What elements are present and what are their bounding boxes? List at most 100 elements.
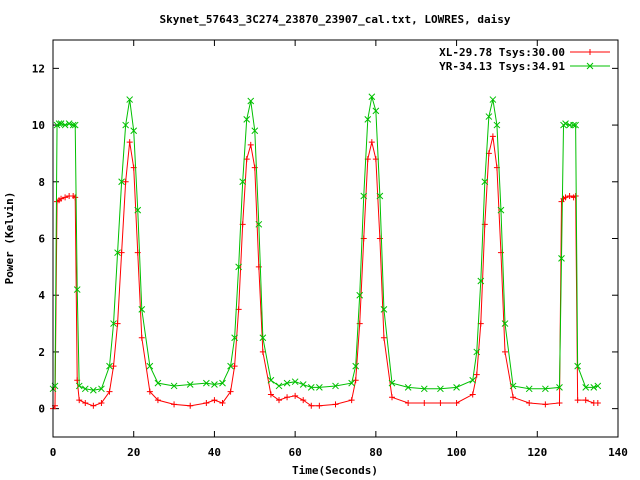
data-point-xl bbox=[219, 399, 226, 406]
data-point-xl bbox=[566, 192, 573, 199]
data-point-yr bbox=[55, 120, 63, 128]
data-point-yr bbox=[489, 96, 497, 103]
data-point-yr bbox=[154, 379, 162, 387]
x-tick-label: 80 bbox=[369, 446, 382, 459]
y-tick-label: 12 bbox=[32, 62, 45, 75]
data-point-yr bbox=[186, 381, 194, 388]
tick-layer: 0 20 40 60 80 100 120 140 0 2 4 6 8 10 12 bbox=[32, 40, 628, 459]
data-point-xl bbox=[469, 391, 476, 398]
data-point-xl bbox=[154, 397, 161, 404]
data-point-xl bbox=[300, 397, 307, 404]
legend-swatch-marker bbox=[586, 62, 594, 70]
x-tick-label: 20 bbox=[127, 446, 140, 459]
data-point-xl bbox=[316, 402, 323, 409]
x-tick-label: 100 bbox=[447, 446, 467, 459]
data-point-yr bbox=[130, 127, 138, 135]
data-point-yr bbox=[255, 220, 263, 228]
data-point-xl bbox=[76, 397, 83, 404]
data-point-yr bbox=[388, 379, 396, 387]
data-point-yr bbox=[570, 121, 577, 129]
data-point-yr bbox=[574, 362, 581, 370]
series-xl bbox=[50, 133, 601, 412]
series-line-yr bbox=[52, 96, 598, 391]
data-point-yr bbox=[247, 97, 255, 105]
data-point-yr bbox=[307, 384, 315, 391]
data-point-yr bbox=[134, 206, 142, 214]
data-point-yr bbox=[114, 249, 121, 257]
data-point-yr bbox=[81, 385, 89, 393]
y-tick-label: 10 bbox=[32, 119, 45, 132]
x-axis-label: Time(Seconds) bbox=[292, 464, 378, 477]
data-point-xl bbox=[243, 156, 250, 163]
data-point-yr bbox=[525, 385, 533, 393]
data-point-yr bbox=[477, 277, 485, 285]
data-point-xl bbox=[62, 194, 69, 201]
data-point-yr bbox=[203, 379, 210, 387]
data-point-yr bbox=[239, 178, 247, 186]
data-point-xl bbox=[594, 399, 601, 406]
y-tick-label: 6 bbox=[38, 233, 45, 246]
data-point-yr bbox=[348, 379, 355, 387]
data-point-xl bbox=[82, 399, 89, 406]
data-point-yr bbox=[376, 192, 384, 200]
data-point-yr bbox=[259, 334, 267, 342]
data-point-xl bbox=[556, 399, 563, 406]
data-point-yr bbox=[283, 379, 291, 387]
legend-label: YR-34.13 Tsys:34.91 bbox=[439, 60, 565, 73]
data-point-yr bbox=[71, 121, 79, 129]
data-point-xl bbox=[562, 194, 569, 201]
data-point-yr bbox=[231, 334, 238, 342]
y-tick-label: 8 bbox=[38, 176, 45, 189]
data-point-xl bbox=[126, 139, 133, 146]
data-point-xl bbox=[276, 397, 282, 404]
legend-label: XL-29.78 Tsys:30.00 bbox=[439, 46, 565, 59]
x-tick-label: 40 bbox=[208, 446, 221, 459]
data-point-yr bbox=[98, 385, 105, 393]
series-layer bbox=[49, 93, 602, 412]
data-point-xl bbox=[368, 139, 375, 146]
data-point-yr bbox=[332, 382, 339, 390]
x-tick-label: 120 bbox=[527, 446, 547, 459]
data-point-yr bbox=[590, 384, 598, 391]
data-point-yr bbox=[404, 384, 412, 391]
data-point-yr bbox=[122, 121, 129, 129]
data-point-yr bbox=[267, 376, 275, 384]
data-point-yr bbox=[65, 120, 73, 128]
data-point-xl bbox=[332, 401, 339, 408]
data-point-yr bbox=[542, 385, 549, 393]
data-point-yr bbox=[453, 384, 460, 391]
data-point-yr bbox=[473, 348, 481, 356]
data-point-yr bbox=[227, 362, 234, 370]
data-point-xl bbox=[110, 363, 117, 370]
data-point-xl bbox=[453, 399, 460, 406]
data-point-yr bbox=[138, 306, 146, 313]
x-tick-label: 140 bbox=[608, 446, 628, 459]
data-point-yr bbox=[558, 254, 565, 262]
data-point-yr bbox=[57, 120, 65, 128]
data-point-xl bbox=[231, 363, 238, 370]
data-point-yr bbox=[501, 320, 509, 327]
data-point-xl bbox=[389, 394, 395, 401]
y-tick-label: 4 bbox=[38, 289, 45, 302]
x-tick-label: 0 bbox=[50, 446, 57, 459]
data-point-yr bbox=[582, 384, 590, 391]
legend-swatch-marker bbox=[587, 49, 593, 55]
data-point-yr bbox=[146, 362, 154, 370]
data-point-yr bbox=[437, 385, 444, 393]
data-point-xl bbox=[308, 402, 315, 409]
data-point-yr bbox=[61, 121, 69, 129]
data-point-xl bbox=[502, 348, 508, 355]
data-point-xl bbox=[90, 402, 97, 409]
chart-title: Skynet_57643_3C274_23870_23907_cal.txt, … bbox=[160, 13, 511, 26]
data-point-yr bbox=[356, 291, 364, 299]
data-point-yr bbox=[497, 206, 505, 214]
data-point-yr bbox=[594, 382, 602, 390]
data-point-yr bbox=[481, 178, 489, 186]
data-point-yr bbox=[364, 116, 372, 123]
data-point-yr bbox=[509, 382, 517, 390]
data-point-yr bbox=[73, 286, 81, 293]
data-point-xl bbox=[138, 334, 145, 341]
data-point-yr bbox=[368, 93, 376, 101]
data-point-xl bbox=[259, 348, 266, 355]
